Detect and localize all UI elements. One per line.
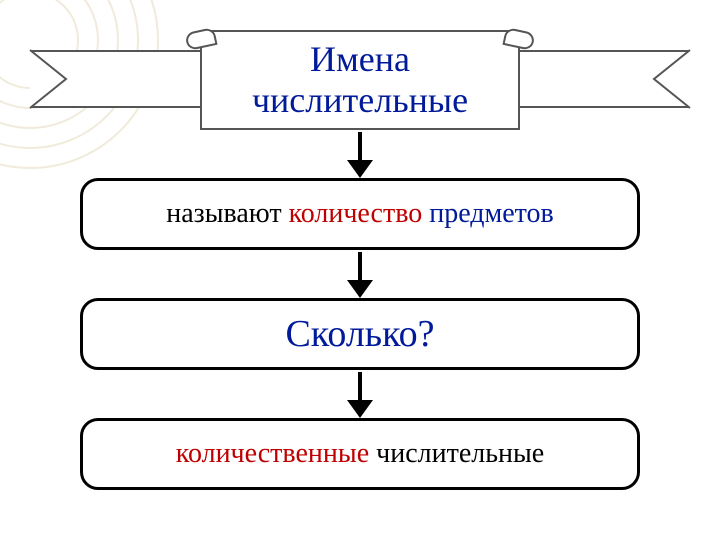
box2-part-0: Сколько?: [285, 313, 434, 355]
box3-part-0: количественные: [176, 438, 369, 469]
box-3: количественные числительные: [80, 418, 640, 490]
title-line1: Имена: [310, 39, 410, 79]
title-line2: числительные: [252, 80, 468, 120]
arrow-2: [347, 252, 373, 298]
box-2: Сколько?: [80, 298, 640, 370]
box1-part-0: называют: [166, 198, 288, 229]
box1-part-2: предметов: [422, 198, 554, 229]
box3-part-1: числительные: [369, 438, 544, 469]
title-banner: Имена числительные: [70, 20, 650, 140]
arrow-3: [347, 372, 373, 418]
box1-part-1: количество: [289, 198, 423, 229]
title-text: Имена числительные: [252, 39, 468, 122]
arrow-1: [347, 132, 373, 178]
box-1: называют количество предметов: [80, 178, 640, 250]
